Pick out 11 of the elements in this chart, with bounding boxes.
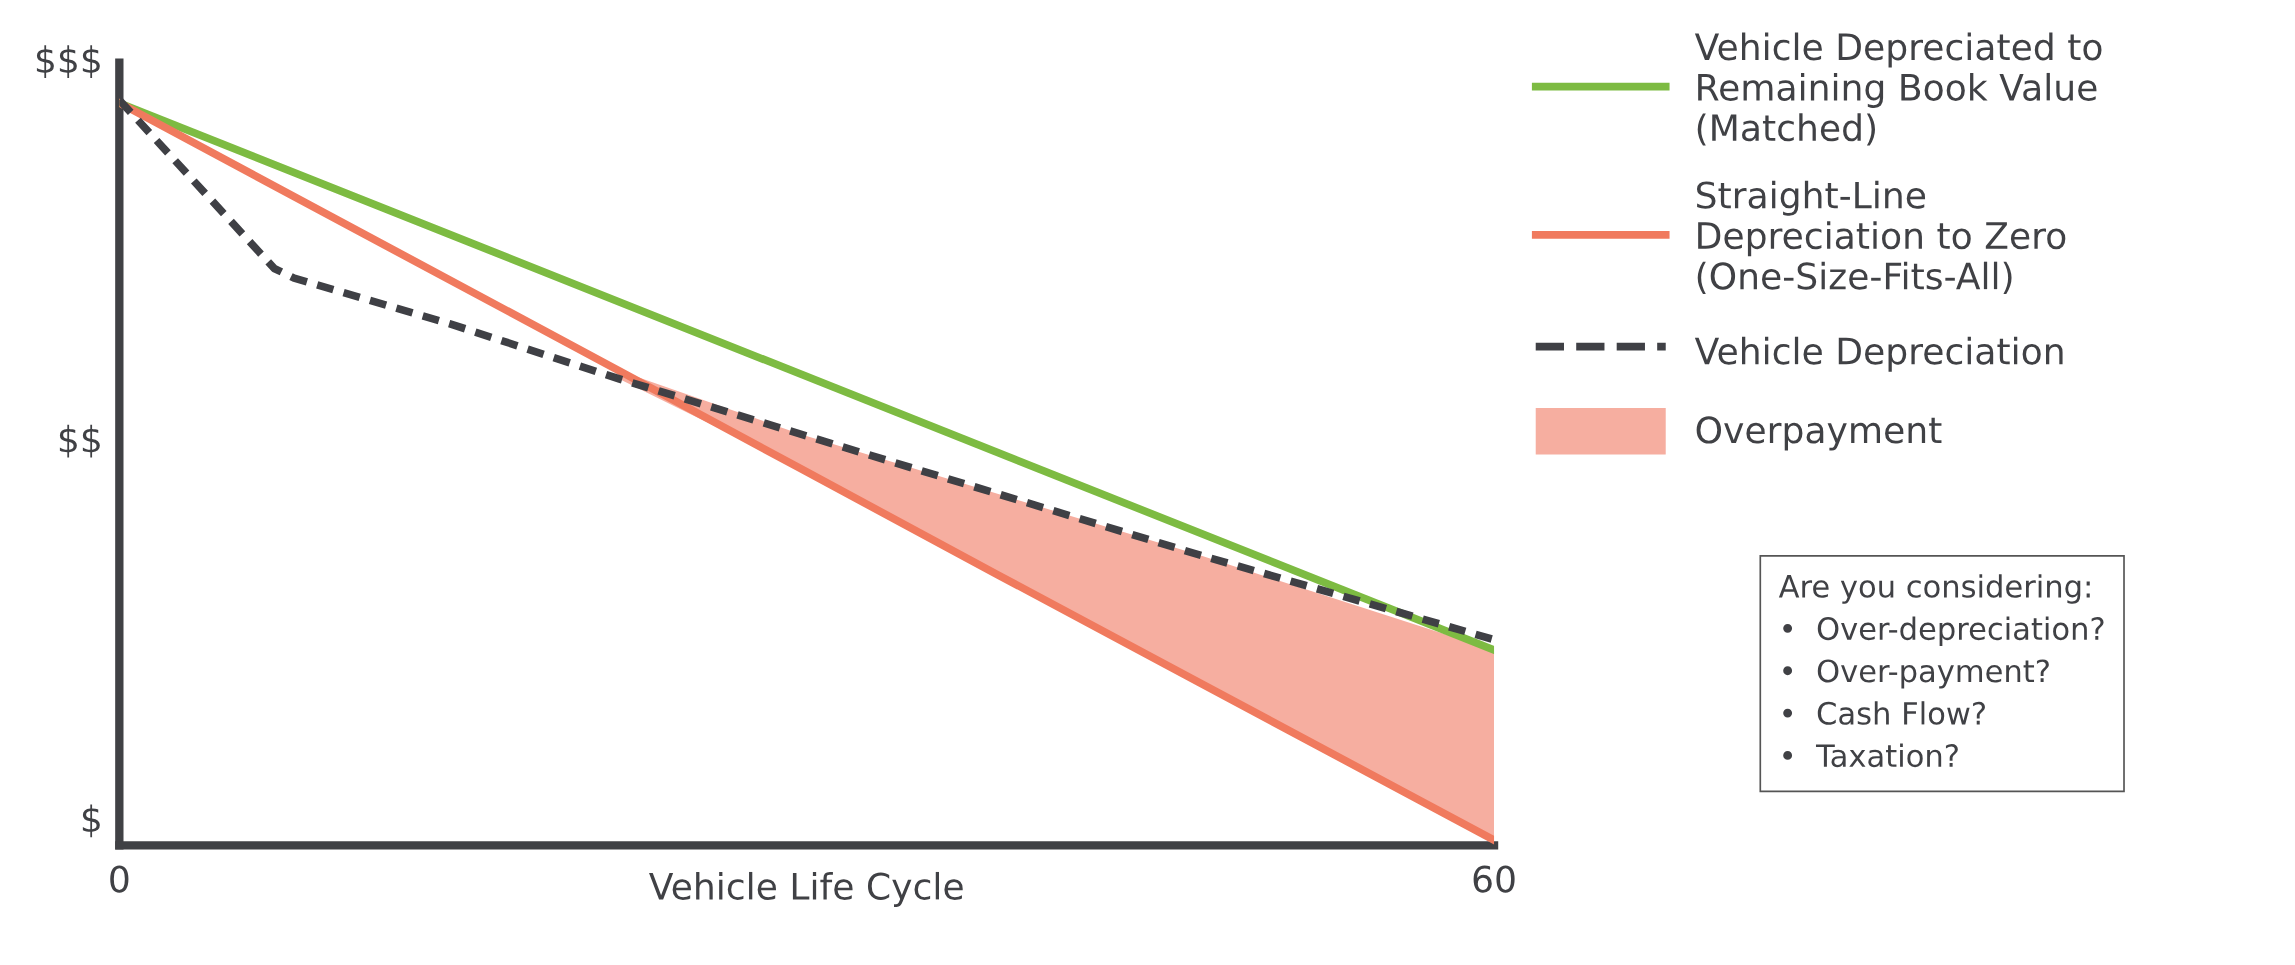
legend-label: Vehicle Depreciation	[1694, 336, 2063, 372]
text: $$$	[36, 45, 100, 78]
x-tick-label: 60	[1473, 865, 1515, 893]
text: Are you considering: • Over-depreciation? • Over-payment? • Cash Flow? • Taxation?	[1778, 574, 2104, 768]
legend-label: Vehicle Depreciated to Remaining Book Value (Matched)	[1694, 32, 2102, 146]
x-tick-label: 0	[110, 865, 129, 893]
text: $	[82, 804, 100, 838]
text: $$	[59, 424, 100, 458]
x-axis-title: Vehicle Life Cycle	[649, 871, 963, 907]
legend-label: Overpayment	[1696, 416, 1942, 451]
legend-label: Straight-Line Depreciation to Zero (One-Size-Fits-All)	[1696, 180, 2066, 294]
